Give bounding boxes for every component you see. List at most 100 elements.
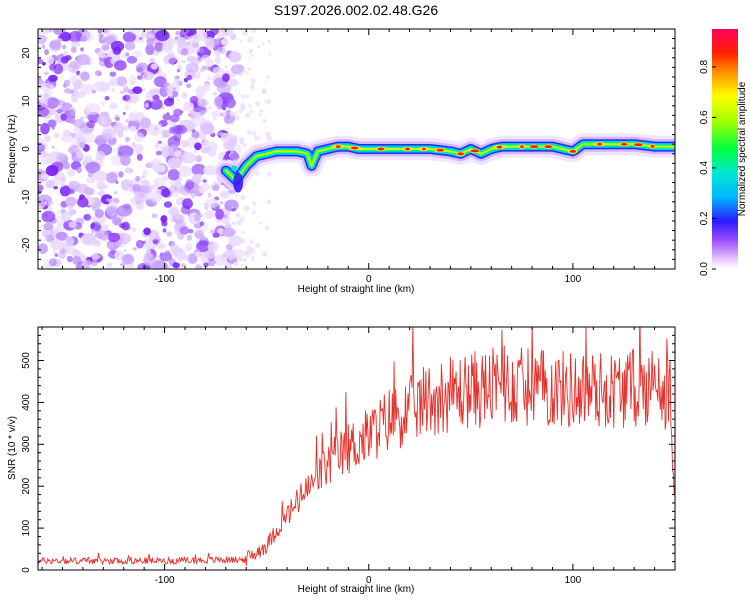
noise-blob <box>143 254 156 266</box>
noise-blob <box>84 103 101 115</box>
noise-blob <box>167 157 182 169</box>
noise-blob <box>143 227 152 236</box>
noise-blob <box>114 191 118 195</box>
noise-blob <box>44 71 49 76</box>
noise-blob <box>79 141 86 149</box>
ridge-peak <box>634 143 643 147</box>
noise-blob <box>122 31 136 43</box>
noise-blob <box>146 33 155 39</box>
noise-speck <box>252 210 256 214</box>
noise-blob <box>104 96 110 101</box>
noise-blob <box>177 64 182 70</box>
noise-blob <box>123 85 129 93</box>
noise-blob <box>214 96 224 107</box>
noise-blob <box>68 188 75 195</box>
noise-blob <box>74 90 80 96</box>
noise-blob <box>111 250 116 255</box>
noise-blob <box>129 29 142 35</box>
noise-blob <box>85 61 91 65</box>
noise-blob <box>119 90 125 95</box>
noise-blob <box>149 88 160 97</box>
noise-blob <box>78 70 91 82</box>
noise-blob <box>120 154 131 166</box>
noise-blob <box>63 79 71 85</box>
noise-blob <box>151 260 168 269</box>
noise-speck <box>241 74 244 77</box>
ridge-peak <box>470 149 480 153</box>
noise-blob <box>73 147 82 155</box>
noise-blob <box>216 37 222 44</box>
noise-speck <box>239 257 243 262</box>
noise-speck <box>240 106 245 111</box>
noise-blob <box>140 117 151 129</box>
noise-speck <box>251 201 256 206</box>
noise-blob <box>98 33 104 38</box>
noise-blob <box>144 102 149 108</box>
noise-blob <box>168 93 173 98</box>
noise-speck <box>245 71 249 75</box>
noise-blob <box>224 154 229 161</box>
noise-speck <box>244 112 250 118</box>
noise-speck <box>252 196 255 199</box>
noise-blob <box>231 208 236 212</box>
noise-blob <box>125 118 130 124</box>
noise-speck <box>243 257 246 260</box>
noise-blob <box>77 196 89 208</box>
noise-blob <box>132 184 142 192</box>
noise-blob <box>187 253 198 264</box>
noise-blob <box>63 161 70 170</box>
noise-blob <box>60 181 66 187</box>
noise-speck <box>240 194 246 200</box>
noise-blob <box>212 66 224 75</box>
ridge-peak <box>530 145 539 149</box>
noise-blob <box>124 41 136 51</box>
y-tick-label: 0 <box>21 146 32 152</box>
noise-blob <box>97 254 102 259</box>
noise-blob <box>100 230 109 242</box>
noise-blob <box>172 190 179 197</box>
noise-blob <box>117 145 134 158</box>
noise-blob <box>203 250 216 260</box>
noise-blob <box>64 88 72 94</box>
noise-blob <box>220 201 224 205</box>
noise-blob <box>106 205 118 217</box>
noise-blob <box>145 199 154 206</box>
noise-blob <box>204 210 215 219</box>
noise-blob <box>94 223 102 232</box>
ridge-peak <box>422 147 426 151</box>
noise-blob <box>86 120 96 129</box>
noise-blob <box>43 90 52 98</box>
ridge-onset-blob <box>233 172 244 193</box>
ridge-peak <box>377 147 385 151</box>
noise-blob <box>44 135 51 143</box>
noise-speck <box>242 250 249 256</box>
noise-blob <box>40 82 54 93</box>
noise-blob <box>169 242 178 253</box>
noise-blob <box>152 164 165 173</box>
noise-blob <box>127 179 134 185</box>
noise-speck <box>230 53 237 59</box>
noise-blob <box>38 243 48 254</box>
noise-speck <box>233 68 237 72</box>
noise-speck <box>254 242 261 248</box>
noise-blob <box>114 241 122 248</box>
noise-blob <box>180 153 192 164</box>
noise-blob <box>152 94 160 101</box>
x-tick-label: 100 <box>565 274 582 285</box>
noise-blob <box>220 38 229 46</box>
ridge-peak <box>350 146 359 150</box>
noise-blob <box>68 221 77 229</box>
noise-speck <box>249 109 254 114</box>
noise-blob <box>151 213 158 219</box>
noise-blob <box>44 201 47 205</box>
noise-blob <box>67 66 72 72</box>
noise-blob <box>70 94 79 103</box>
noise-blob <box>167 95 175 103</box>
noise-blob <box>118 171 124 178</box>
noise-blob <box>229 152 240 162</box>
noise-blob <box>112 46 122 55</box>
snr-series-line <box>38 327 675 566</box>
noise-speck <box>251 255 255 260</box>
noise-blob <box>131 142 136 147</box>
ridge-peak <box>569 150 577 153</box>
